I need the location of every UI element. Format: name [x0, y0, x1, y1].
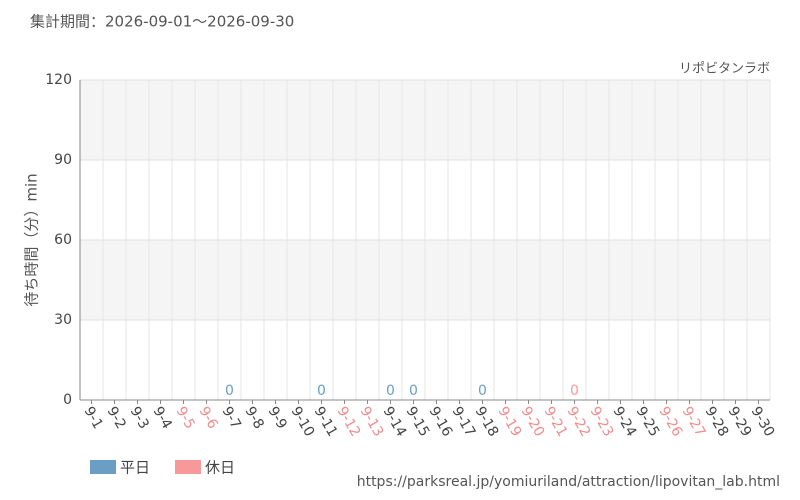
- data-label: 0: [317, 383, 326, 399]
- x-tick-label: 9-9: [265, 404, 290, 432]
- x-tick-label: 9-26: [656, 404, 686, 440]
- x-tick-label: 9-5: [173, 404, 198, 432]
- x-tick-label: 9-11: [311, 404, 341, 440]
- data-label: 0: [570, 383, 579, 399]
- chart-title: 集計期間：2026-09-01～2026-09-30: [30, 13, 294, 31]
- x-tick-label: 9-2: [104, 404, 129, 432]
- x-tick-label: 9-28: [702, 404, 732, 440]
- x-tick-label: 9-14: [380, 404, 410, 440]
- y-tick-label: 60: [54, 232, 72, 248]
- x-tick-label: 9-30: [748, 404, 778, 440]
- x-tick-label: 9-22: [564, 404, 594, 440]
- x-tick-label: 9-17: [449, 404, 479, 440]
- data-label: 0: [478, 383, 487, 399]
- y-tick-label: 0: [63, 392, 72, 408]
- source-url: https://parksreal.jp/yomiuriland/attract…: [357, 474, 780, 490]
- legend-swatch: [90, 460, 116, 474]
- x-tick-label: 9-20: [518, 404, 548, 440]
- y-axis-label: 待ち時間（分）min: [23, 173, 41, 306]
- legend-label: 平日: [120, 459, 150, 477]
- x-tick-label: 9-4: [150, 404, 175, 432]
- x-tick-label: 9-15: [403, 404, 433, 440]
- x-tick-label: 9-24: [610, 404, 640, 440]
- x-tick-label: 9-16: [426, 404, 456, 440]
- legend-label: 休日: [205, 459, 235, 477]
- x-tick-label: 9-13: [357, 404, 387, 440]
- source-name: リポビタンラボ: [679, 62, 770, 77]
- x-tick-label: 9-27: [679, 404, 709, 440]
- x-tick-label: 9-23: [587, 404, 617, 440]
- data-label: 0: [409, 383, 418, 399]
- x-tick-label: 9-18: [472, 404, 502, 440]
- x-tick-label: 9-25: [633, 404, 663, 440]
- x-tick-label: 9-7: [219, 404, 244, 432]
- x-tick-label: 9-10: [288, 404, 318, 440]
- x-tick-label: 9-21: [541, 404, 571, 440]
- x-tick-label: 9-8: [242, 404, 267, 432]
- legend-swatch: [175, 460, 201, 474]
- x-tick-label: 9-19: [495, 404, 525, 440]
- x-tick-label: 9-1: [81, 404, 106, 432]
- x-tick-label: 9-6: [196, 404, 221, 432]
- data-label: 0: [386, 383, 395, 399]
- data-label: 0: [225, 383, 234, 399]
- y-tick-label: 90: [54, 152, 72, 168]
- y-tick-label: 30: [54, 312, 72, 328]
- x-tick-label: 9-29: [725, 404, 755, 440]
- y-tick-label: 120: [45, 72, 72, 88]
- x-tick-label: 9-12: [334, 404, 364, 440]
- x-tick-label: 9-3: [127, 404, 152, 432]
